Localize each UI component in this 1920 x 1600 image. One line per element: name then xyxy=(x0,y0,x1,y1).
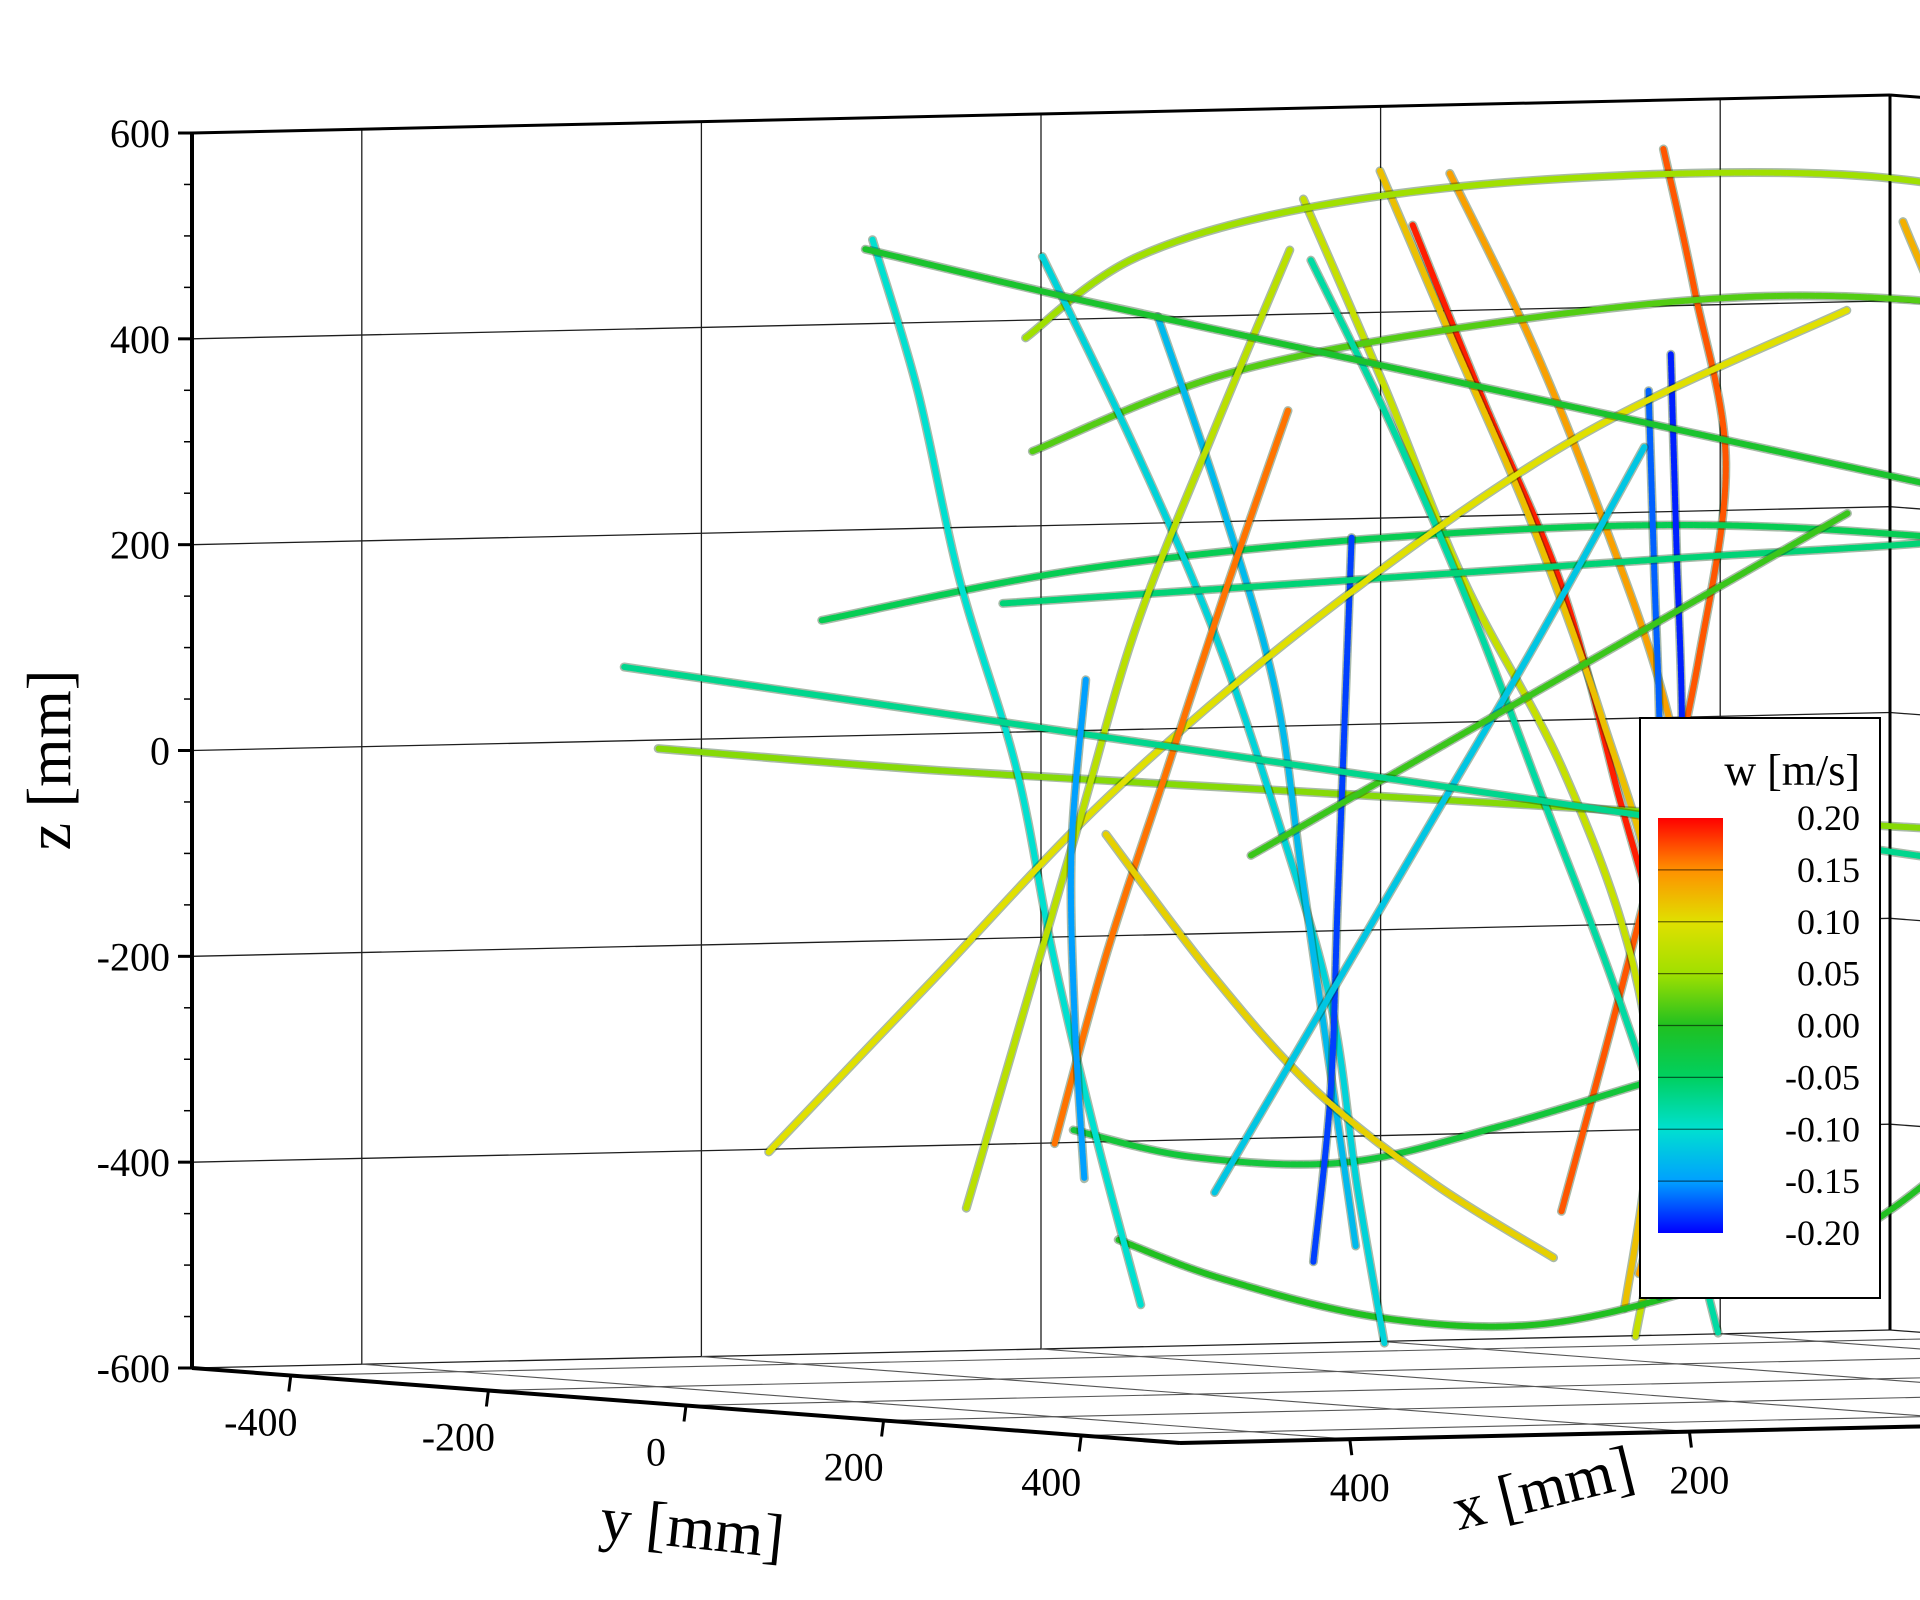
frame-edge-x xyxy=(1179,1424,1920,1445)
z-tick-label: 600 xyxy=(110,111,170,156)
y-tick-label: -400 xyxy=(224,1400,297,1445)
y-tick-mark xyxy=(880,1420,886,1437)
colorbar-tick-label: -0.05 xyxy=(1785,1057,1860,1097)
frame-edge-top-back xyxy=(1889,93,1920,99)
trajectory-line xyxy=(1102,831,1557,1261)
z-tick-label: 0 xyxy=(150,729,170,774)
colorbar-ticks: 0.20 0.15 0.10 0.05 0.00 -0.05 -0.10 -0.15 -0.20 xyxy=(1658,798,1860,1253)
tick-labels: -600-400-2000200400600-400-2000200400-40… xyxy=(97,111,1730,1510)
z-tick-label: -400 xyxy=(97,1140,170,1185)
grid-line-floor-y xyxy=(1081,1416,1920,1437)
grid-line-back-z xyxy=(1889,94,1920,98)
grid-line-floor-x xyxy=(1720,1333,1920,1350)
trajectory-outline xyxy=(1898,217,1920,274)
frame-edge-top-left xyxy=(191,93,1891,135)
trajectory-line xyxy=(1310,534,1355,1265)
trajectory-line xyxy=(655,745,1920,831)
grid-line-floor-x xyxy=(1040,1348,1920,1417)
x-tick-mark xyxy=(1687,1431,1693,1448)
grid-line-back-z xyxy=(1889,917,1920,922)
grid-line-floor-x xyxy=(701,1356,1690,1433)
trajectory-line xyxy=(1211,444,1648,1196)
trajectory-series-group xyxy=(619,144,1920,1348)
grid-line-floor-y xyxy=(290,1338,1920,1377)
grid-line-floor-y xyxy=(488,1357,1920,1392)
y-tick-label: 400 xyxy=(1021,1460,1081,1505)
trajectory-line xyxy=(999,540,1920,607)
trajectory-line xyxy=(1067,676,1089,1182)
trajectory-line xyxy=(1409,222,1666,1180)
grid-line-floor-x xyxy=(361,1363,1350,1440)
trajectory-outline xyxy=(1037,252,1389,1348)
x-axis-label: x [mm] xyxy=(1446,1433,1641,1544)
x-tick-label: 400 xyxy=(1330,1465,1390,1510)
grid-line-floor-y xyxy=(883,1396,1920,1422)
grid-line-back-z xyxy=(1889,711,1920,716)
trajectory-line xyxy=(765,307,1850,1155)
x-tick-mark xyxy=(1348,1439,1354,1456)
colorbar-tick-label: 0.05 xyxy=(1797,954,1860,994)
y-tick-mark xyxy=(484,1390,490,1407)
trajectory-line xyxy=(1039,253,1388,1347)
grid-line-back-z xyxy=(1889,1329,1920,1333)
trajectory-line xyxy=(1558,146,1729,1215)
colorbar-tick-label: 0.15 xyxy=(1797,850,1860,890)
trajectory-line xyxy=(1029,292,1920,455)
y-axis-label: y [mm] xyxy=(597,1485,787,1572)
legend-title: w [m/s] xyxy=(1724,746,1860,795)
y-tick-label: 200 xyxy=(824,1445,884,1490)
z-axis-label: z [mm] xyxy=(16,670,84,851)
trajectory-line xyxy=(1022,169,1920,341)
z-tick-label: 200 xyxy=(110,523,170,568)
trajectory-line xyxy=(1900,218,1920,271)
trajectory-line xyxy=(818,522,1920,624)
colorbar-tick-label: -0.10 xyxy=(1785,1109,1860,1149)
y-tick-label: -200 xyxy=(422,1415,495,1460)
y-tick-mark xyxy=(1077,1435,1083,1452)
y-tick-mark xyxy=(287,1375,293,1392)
trajectory-outline xyxy=(1408,220,1668,1181)
z-tick-label: -600 xyxy=(97,1346,170,1391)
z-tick-label: -200 xyxy=(97,934,170,979)
colorbar-tick-label: -0.15 xyxy=(1785,1161,1860,1201)
trajectory-line xyxy=(869,236,1144,1308)
colorbar-legend: w [m/s] 0.20 0.15 0.10 0.05 0.00 -0.05 -0.10 -0… xyxy=(1639,717,1881,1299)
grid-line-floor-y xyxy=(685,1377,1920,1407)
colorbar-tick-label: -0.20 xyxy=(1785,1213,1860,1253)
trajectory-line xyxy=(1051,407,1291,1147)
colorbar-tick-label: 0.20 xyxy=(1797,798,1860,838)
trajectory-line xyxy=(1248,510,1851,859)
colorbar-tick-label: 0.10 xyxy=(1797,902,1860,942)
grid-line-back-z xyxy=(1889,300,1920,304)
trajectory-line xyxy=(963,247,1293,1212)
colorbar-tick-label: 0.00 xyxy=(1797,1006,1860,1046)
trajectory-line xyxy=(862,246,1920,486)
y-tick-mark xyxy=(682,1405,688,1422)
y-tick-label: 0 xyxy=(646,1430,666,1475)
z-tick-label: 400 xyxy=(110,317,170,362)
x-tick-label: 200 xyxy=(1669,1458,1729,1503)
grid-line-floor-x xyxy=(1380,1340,1920,1383)
